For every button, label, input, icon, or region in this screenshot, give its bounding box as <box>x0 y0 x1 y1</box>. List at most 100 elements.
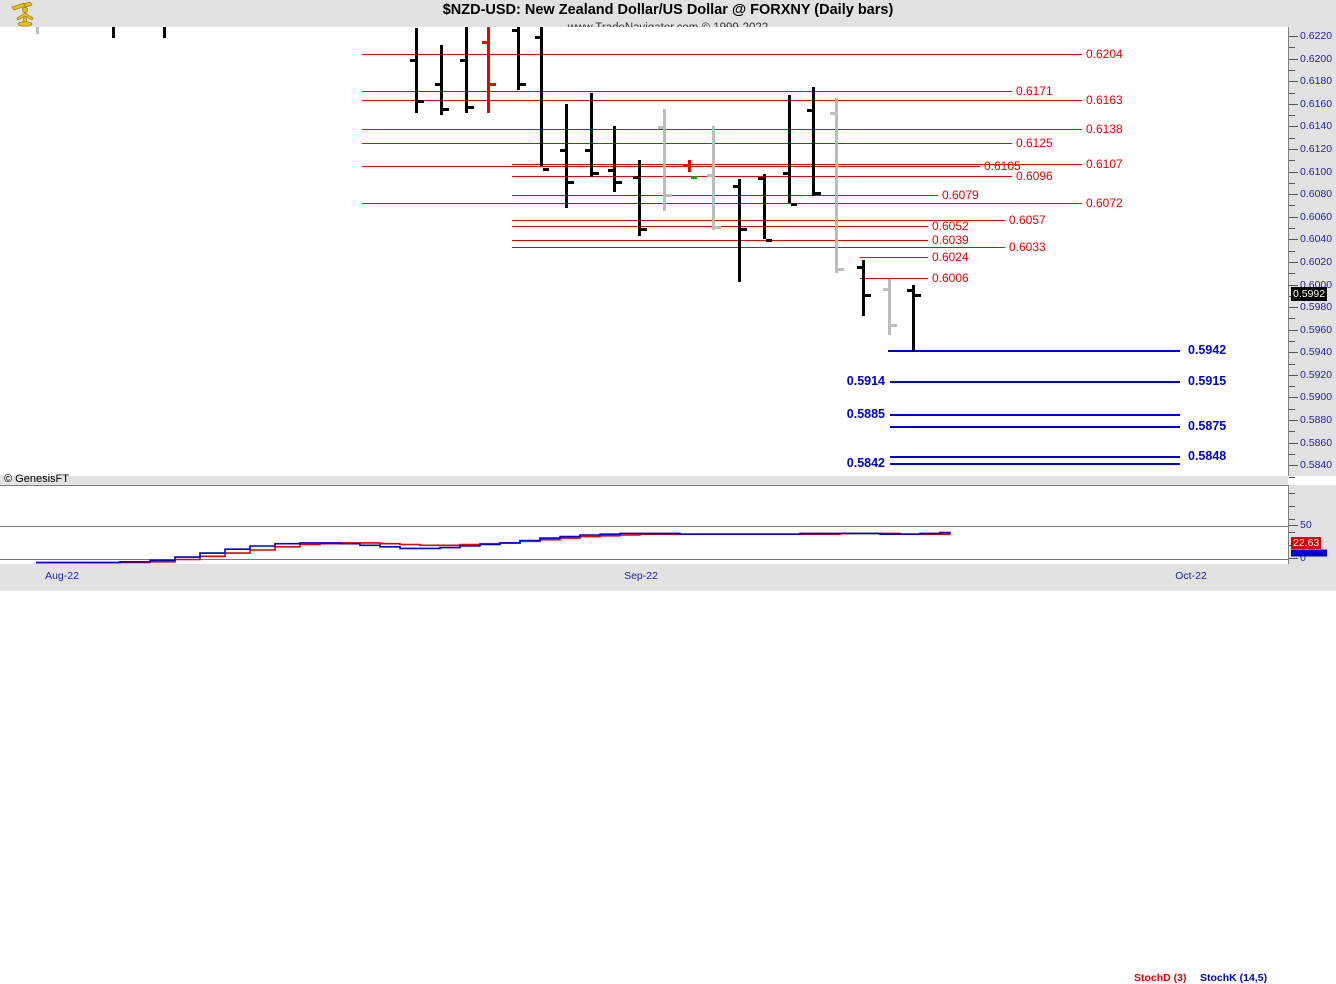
resistance-line[interactable] <box>512 240 928 242</box>
ohlc-bar[interactable] <box>535 27 549 172</box>
price-axis-tick <box>1289 216 1298 218</box>
price-axis-label: 0.5860 <box>1300 436 1333 449</box>
date-axis-label: Sep-22 <box>624 570 658 582</box>
resistance-line[interactable] <box>860 257 928 259</box>
bar-close-tick <box>616 180 622 184</box>
bar-open-tick <box>460 58 465 62</box>
ohlc-bar[interactable] <box>658 109 672 212</box>
resistance-line[interactable] <box>362 128 1082 130</box>
ohlc-bar[interactable] <box>482 27 496 113</box>
resistance-line[interactable] <box>362 165 980 167</box>
ohlc-bar[interactable] <box>163 27 166 39</box>
ohlc-bar[interactable] <box>683 160 697 180</box>
resistance-line[interactable] <box>860 277 928 279</box>
price-axis-tick <box>1289 442 1298 444</box>
resistance-line[interactable] <box>362 100 1082 102</box>
resistance-label: 0.6125 <box>1016 136 1053 151</box>
stochastic-pane[interactable]: StochD (3) StochK (14,5) <box>0 485 1288 984</box>
resistance-label: 0.6079 <box>942 188 979 203</box>
date-axis[interactable]: Aug-22 Sep-22 Oct-22 <box>0 564 1336 591</box>
resistance-line[interactable] <box>512 163 1082 165</box>
ohlc-bar[interactable] <box>410 28 424 113</box>
bar-stem <box>540 27 543 166</box>
date-axis-label: Oct-22 <box>1175 570 1207 582</box>
bar-close-tick <box>641 228 647 232</box>
price-axis-label: 0.6060 <box>1300 210 1333 223</box>
ohlc-bar[interactable] <box>460 27 474 113</box>
resistance-line[interactable] <box>512 220 1005 222</box>
resistance-line[interactable] <box>512 195 938 197</box>
bar-close-tick <box>715 225 721 229</box>
resistance-line[interactable] <box>362 203 1082 205</box>
ohlc-bar[interactable] <box>512 27 526 91</box>
resistance-line[interactable] <box>512 176 1012 178</box>
ohlc-bar[interactable] <box>883 278 897 336</box>
support-line[interactable] <box>890 380 1180 383</box>
price-chart-pane[interactable]: 0.6204 0.6171 0.6163 0.6138 0.6125 0.6107 0.61… <box>0 27 1288 477</box>
support-line[interactable] <box>888 350 1180 353</box>
support-line[interactable] <box>890 425 1180 428</box>
bar-stem <box>638 160 641 236</box>
bar-stem <box>712 126 715 231</box>
bar-open-tick <box>633 176 638 180</box>
ohlc-bar[interactable] <box>608 126 622 192</box>
price-axis-label: 0.6220 <box>1300 30 1333 43</box>
price-axis-tick <box>1289 194 1298 196</box>
bar-open-tick <box>758 177 763 181</box>
bar-close-tick <box>543 168 549 172</box>
price-axis-minor-tick <box>1289 69 1295 71</box>
bar-stem <box>835 98 838 274</box>
price-axis-label: 0.6140 <box>1300 120 1333 133</box>
ohlc-bar[interactable] <box>633 160 647 236</box>
ohlc-bar[interactable] <box>758 173 772 243</box>
ohlc-bar[interactable] <box>707 126 721 231</box>
resistance-line[interactable] <box>362 54 1082 56</box>
support-line[interactable] <box>890 456 1180 459</box>
price-axis-label: 0.6180 <box>1300 75 1333 88</box>
ohlc-bar[interactable] <box>585 92 599 178</box>
ohlc-bar[interactable] <box>830 98 844 274</box>
resistance-label: 0.6163 <box>1086 93 1123 108</box>
bar-close-tick <box>593 171 599 175</box>
price-axis-tick <box>1289 284 1298 286</box>
ohlc-bar[interactable] <box>112 27 115 39</box>
bar-open-tick <box>830 111 835 115</box>
bar-stem <box>763 173 766 240</box>
support-label-right: 0.5915 <box>1188 373 1227 388</box>
indicator-axis-minor-tick <box>1289 506 1295 507</box>
resistance-line[interactable] <box>362 91 1012 93</box>
support-line[interactable] <box>890 414 1180 417</box>
support-line[interactable] <box>890 463 1180 465</box>
bar-stem <box>565 103 568 208</box>
bar-close-tick <box>915 293 921 297</box>
indicator-axis[interactable]: 50 0 22.63 <box>1288 485 1336 564</box>
bar-close-tick <box>891 324 897 328</box>
indicator-axis-label: 0 <box>1300 552 1306 564</box>
ohlc-bar[interactable] <box>560 103 574 208</box>
resistance-label: 0.6107 <box>1086 156 1123 171</box>
resistance-line[interactable] <box>362 143 1012 145</box>
price-axis-tick <box>1289 148 1298 150</box>
ohlc-bar[interactable] <box>807 86 821 197</box>
ohlc-bar[interactable] <box>733 179 747 283</box>
ohlc-bar[interactable] <box>857 259 871 317</box>
indicator-title-strip <box>0 476 1288 485</box>
support-label-left: 0.5885 <box>846 407 885 422</box>
ohlc-bar[interactable] <box>907 284 921 353</box>
ohlc-bar[interactable] <box>783 94 797 207</box>
legend-stoch-d: StochD (3) <box>1134 972 1187 984</box>
stochastic-curves <box>36 531 951 564</box>
support-label-right: 0.5848 <box>1188 449 1227 464</box>
bar-close-tick <box>791 203 797 207</box>
price-axis-tick <box>1289 329 1298 331</box>
indicator-axis-minor-tick <box>1289 558 1295 559</box>
price-axis-minor-tick <box>1289 341 1295 343</box>
bar-open-tick <box>857 266 862 270</box>
resistance-line[interactable] <box>512 247 1005 249</box>
ohlc-bar[interactable] <box>36 27 39 34</box>
bar-stem <box>36 27 39 34</box>
price-axis[interactable]: 0.6220 0.6200 0.6180 0.6160 0.6140 0.6120 0.61… <box>1288 27 1336 478</box>
ohlc-bar[interactable] <box>435 45 449 116</box>
bar-open-tick <box>658 126 663 130</box>
bar-open-tick <box>907 289 912 293</box>
